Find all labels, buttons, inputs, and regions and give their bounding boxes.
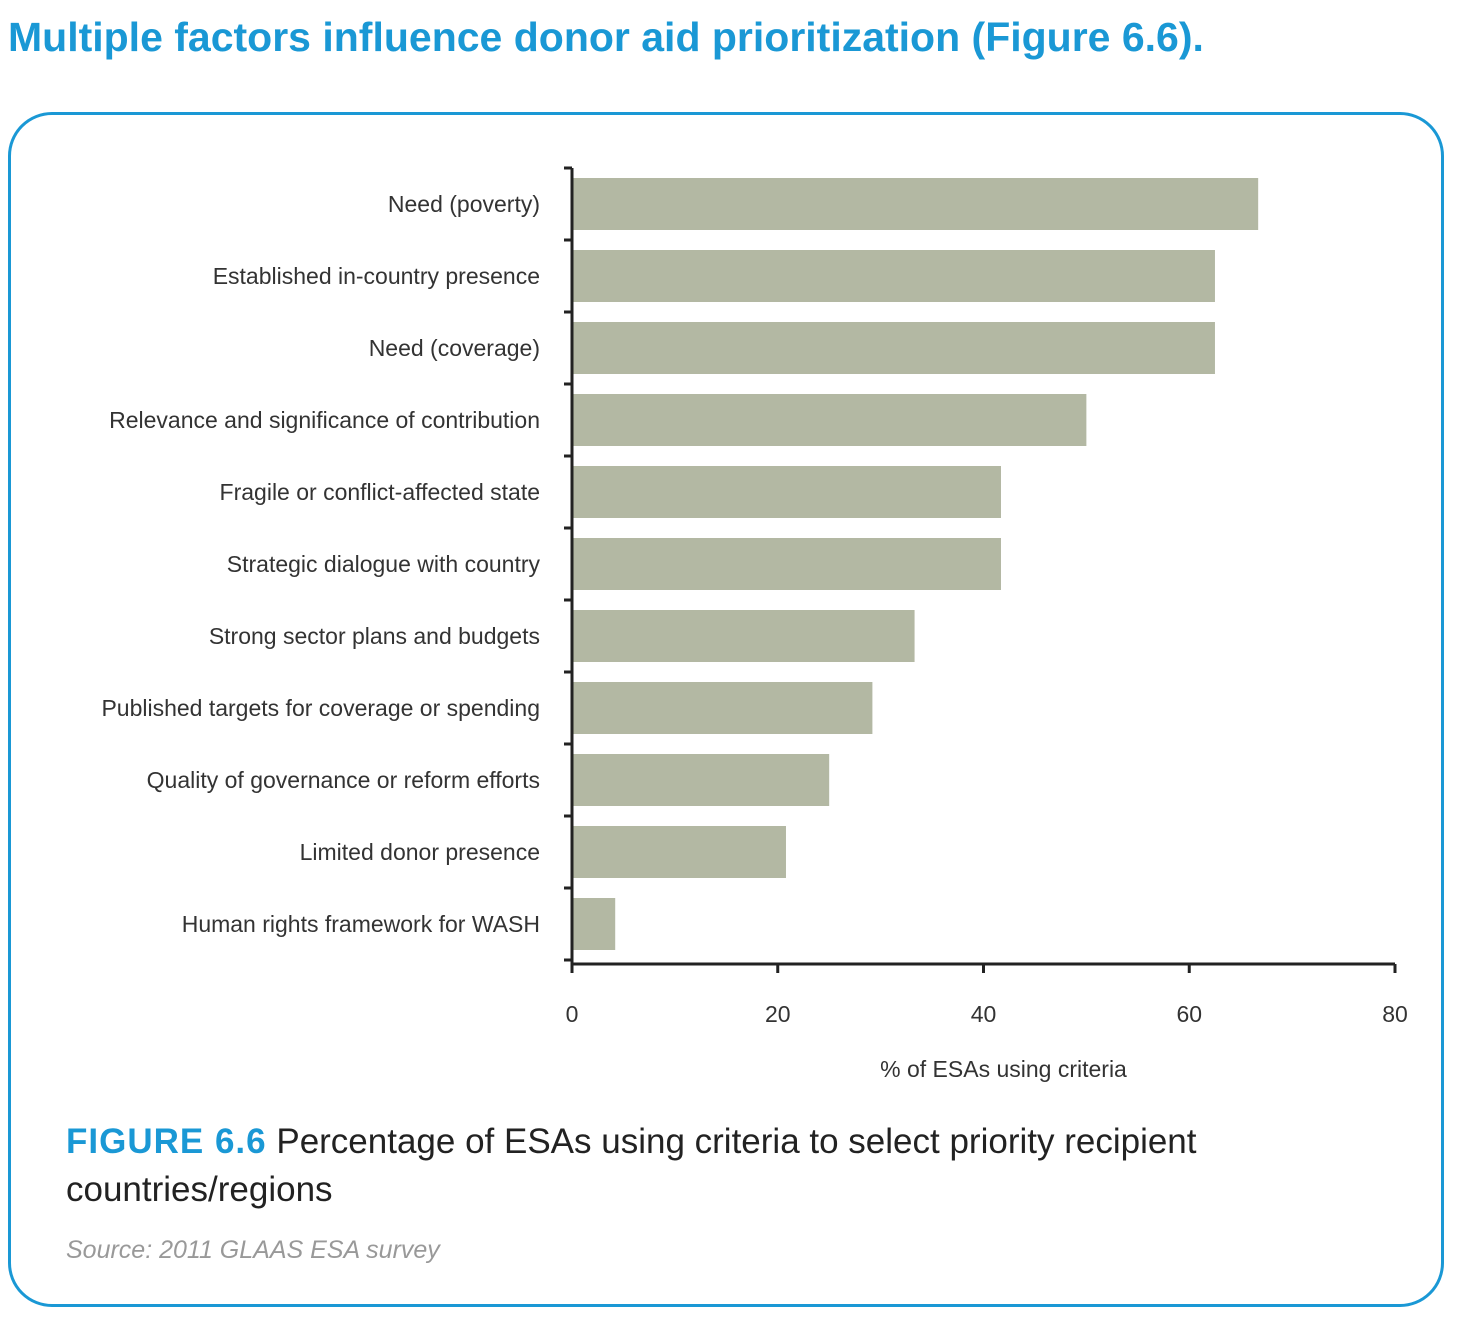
category-label: Fragile or conflict-affected state [220, 479, 540, 505]
source-note: Source: 2011 GLAAS ESA survey [66, 1236, 440, 1264]
bar [573, 682, 873, 734]
category-label: Quality of governance or reform efforts [147, 767, 540, 793]
category-label: Need (coverage) [369, 335, 540, 361]
bar [573, 466, 1001, 518]
bar [573, 394, 1087, 446]
category-label: Established in-country presence [213, 263, 540, 289]
category-label: Human rights framework for WASH [182, 911, 540, 937]
x-tick-label: 20 [765, 1001, 791, 1027]
category-label: Strong sector plans and budgets [209, 623, 540, 649]
category-label: Relevance and significance of contributi… [109, 407, 540, 433]
bars-layer [573, 178, 1259, 950]
x-tick-label: 40 [971, 1001, 997, 1027]
bar [573, 250, 1215, 302]
bar [573, 898, 616, 950]
figure-frame [8, 112, 1444, 1307]
x-tick-label: 80 [1382, 1001, 1408, 1027]
bar [573, 826, 786, 878]
bar [573, 322, 1215, 374]
page-heading: Multiple factors influence donor aid pri… [8, 14, 1204, 60]
bar [573, 754, 830, 806]
category-label: Limited donor presence [300, 839, 540, 865]
category-label: Strategic dialogue with country [227, 551, 541, 577]
labels-layer: Need (poverty) Established in-country pre… [101, 191, 1407, 1082]
category-label: Published targets for coverage or spendi… [101, 695, 540, 721]
x-tick-label: 60 [1176, 1001, 1202, 1027]
figure-label: FIGURE 6.6 [66, 1122, 267, 1161]
bar [573, 610, 915, 662]
figure-caption: FIGURE 6.6 Percentage of ESAs using crit… [66, 1118, 1356, 1214]
figure-caption-text: Percentage of ESAs using criteria to sel… [66, 1122, 1197, 1209]
x-tick-label: 0 [566, 1001, 579, 1027]
bar [573, 538, 1001, 590]
category-label: Need (poverty) [388, 191, 540, 217]
bar [573, 178, 1259, 230]
x-axis-title: % of ESAs using criteria [880, 1056, 1127, 1082]
axes-layer [564, 166, 1397, 973]
